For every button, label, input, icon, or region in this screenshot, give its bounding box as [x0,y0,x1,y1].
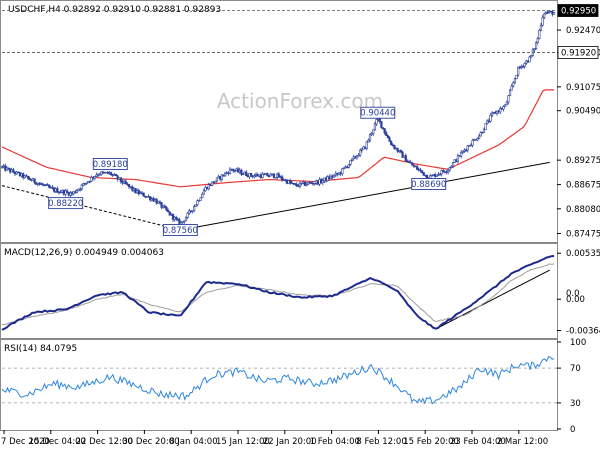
macd-axis-label: 0.005359 [566,249,600,259]
rsi-axis-label: 30 [570,399,581,409]
candle [485,124,487,130]
candle [86,183,88,185]
candle [281,175,283,182]
macd-zero-label: 0.0 [566,289,580,299]
svg-text:0.89180: 0.89180 [93,160,128,170]
watermark: ActionForex.com [217,89,383,113]
svg-text:0.87560: 0.87560 [163,226,198,236]
time-axis-label: 1 Feb 04:00 [310,437,360,447]
swing-label: 0.89180 [93,159,128,171]
candle [516,75,518,79]
macd-line [2,256,554,330]
swing-label: 0.90440 [360,107,395,119]
candle [405,153,407,161]
candle [342,168,344,176]
rsi-title: RSI(14) 84.0795 [4,344,77,354]
dashed-trendline [2,186,180,230]
candle [161,202,163,209]
price-trendlines [2,162,550,230]
price-tag-label: 0.91920 [561,48,596,58]
candle [175,216,177,221]
price-axis-label: 0.89275 [566,156,600,166]
rsi-panel: RSI(14) 84.0795 100 70 30 0 [1,338,587,435]
candle [138,188,140,195]
time-axis-label: 22 Jan 20:00 [263,437,317,447]
macd-y-axis: 0.0053590.00-0.0036470.0 [557,249,600,336]
candle [289,179,291,185]
candle [299,181,301,188]
svg-text:0.88690: 0.88690 [411,180,446,190]
candle [416,165,418,170]
candle [457,154,459,164]
price-axis-label: 0.90490 [566,107,600,117]
candle [553,12,555,14]
price-axis-label: 0.88080 [566,205,600,215]
rsi-line [2,357,554,404]
swing-label: 0.88220 [48,198,83,210]
rsi-axis-label: 0 [570,425,575,435]
time-axis-label: 8 Jan 04:00 [169,437,217,447]
price-axis-label: 0.91075 [566,83,600,93]
rsi-y-axis: 100 70 30 0 [2,338,586,435]
macd-rising-trendline [435,270,550,329]
macd-trendline [435,270,550,329]
price-axis-label: 0.92470 [566,26,600,36]
svg-text:0.90440: 0.90440 [360,109,395,119]
symbol-header: USDCHF,H4 0.92892 0.92910 0.92881 0.9289… [8,5,221,15]
macd-panel: MACD(12,26,9) 0.004949 0.004063 0.005359… [1,244,600,339]
time-axis-label: 8 Feb 12:00 [356,437,406,447]
price-series [1,10,555,227]
price-axis-label: 0.88675 [566,181,600,191]
rsi-axis-label: 70 [570,364,581,374]
swing-label: 0.87560 [163,225,198,237]
rsi-axis-label: 100 [570,338,586,348]
price-axis-label: 0.87475 [566,229,600,239]
price-panel-frame [1,1,558,243]
candle [499,106,501,114]
candle [57,186,59,192]
time-axis-label: 2 Mar 12:00 [497,437,548,447]
candle [47,183,49,185]
price-tag-label: 0.92950 [561,7,596,17]
candle [366,141,368,150]
candle [94,176,96,180]
macd-axis-label: -0.003647 [566,327,600,337]
candle [480,131,482,137]
price-panel: USDCHF,H4 0.92892 0.92910 0.92881 0.9289… [1,1,600,243]
svg-text:0.88220: 0.88220 [48,199,83,209]
time-axis-label: 15 Jan 12:00 [216,437,270,447]
candle [91,176,93,183]
swing-label: 0.88690 [411,178,446,190]
candle [486,119,488,124]
candle [262,172,264,179]
macd-title: MACD(12,26,9) 0.004949 0.004063 [4,248,164,258]
candle [156,198,158,205]
candle [192,211,194,214]
candle [245,170,247,176]
candle [143,193,145,197]
candle [229,167,231,174]
